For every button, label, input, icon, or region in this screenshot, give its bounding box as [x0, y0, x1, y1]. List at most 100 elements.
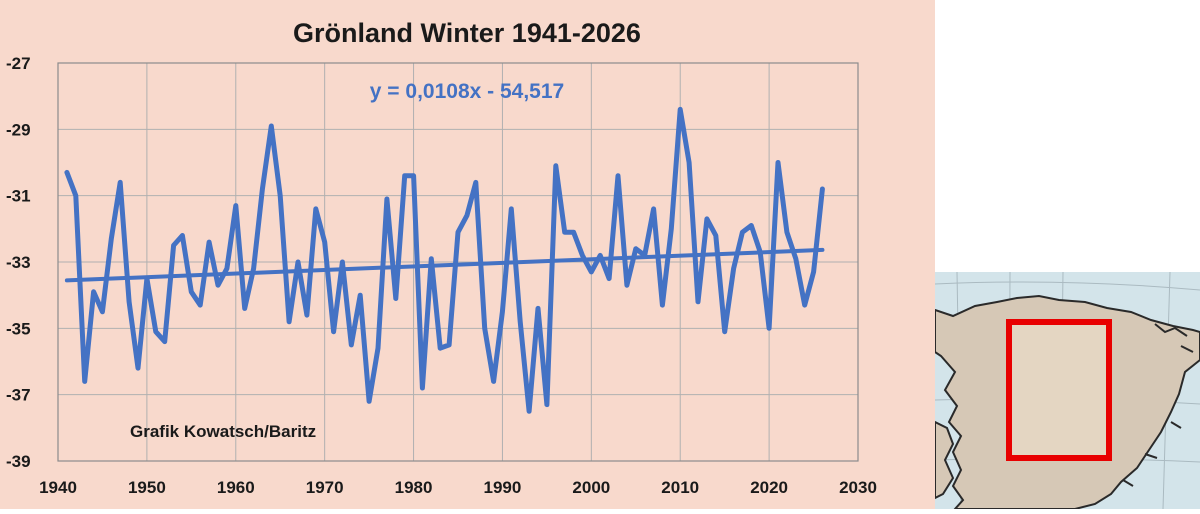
- data-point: [429, 256, 434, 261]
- data-point: [287, 319, 292, 324]
- data-point: [500, 309, 505, 314]
- data-point: [571, 230, 576, 235]
- x-tick-label: 2000: [572, 478, 610, 497]
- data-point: [278, 193, 283, 198]
- data-point: [242, 306, 247, 311]
- data-point: [64, 170, 69, 175]
- data-point: [536, 306, 541, 311]
- plot-frame: [57, 62, 859, 462]
- data-point: [127, 299, 132, 304]
- data-point: [607, 276, 612, 281]
- data-point: [758, 250, 763, 255]
- data-point: [722, 329, 727, 334]
- y-tick-label: -33: [6, 253, 31, 272]
- data-point: [393, 296, 398, 301]
- x-tick-label: 1940: [39, 478, 77, 497]
- data-point: [669, 226, 674, 231]
- data-point: [767, 326, 772, 331]
- data-point: [296, 260, 301, 265]
- map-graphic: [934, 271, 1200, 510]
- series-layer: [64, 106, 825, 414]
- data-point: [411, 173, 416, 178]
- data-point: [580, 253, 585, 258]
- data-point: [171, 243, 176, 248]
- data-point: [82, 379, 87, 384]
- y-tick-label: -37: [6, 386, 31, 405]
- data-point: [776, 160, 781, 165]
- data-point: [802, 303, 807, 308]
- data-point: [704, 216, 709, 221]
- data-point: [589, 269, 594, 274]
- y-tick-label: -29: [6, 120, 31, 139]
- line-chart: Grönland Winter 1941-2026 1940 1950 1960 19…: [0, 0, 935, 509]
- data-point: [322, 240, 327, 245]
- x-tick-label: 1980: [395, 478, 433, 497]
- chart-title: Grönland Winter 1941-2026: [293, 18, 641, 48]
- y-tick-label: -31: [6, 187, 31, 206]
- data-point: [73, 193, 78, 198]
- data-point: [687, 160, 692, 165]
- data-point: [162, 339, 167, 344]
- data-point: [304, 313, 309, 318]
- x-tick-label: 1950: [128, 478, 166, 497]
- data-point: [456, 230, 461, 235]
- data-point: [384, 196, 389, 201]
- data-point: [420, 386, 425, 391]
- western-land: [934, 420, 955, 500]
- data-point: [793, 256, 798, 261]
- data-point: [624, 283, 629, 288]
- y-tick-label: -39: [6, 452, 31, 471]
- data-point: [207, 240, 212, 245]
- data-point: [447, 342, 452, 347]
- data-point: [224, 266, 229, 271]
- data-point: [633, 246, 638, 251]
- data-point: [473, 180, 478, 185]
- data-point: [713, 233, 718, 238]
- data-point: [180, 233, 185, 238]
- data-point: [616, 173, 621, 178]
- data-point: [527, 409, 532, 414]
- data-point: [376, 346, 381, 351]
- x-tick-label: 1960: [217, 478, 255, 497]
- data-point: [189, 289, 194, 294]
- data-point: [696, 299, 701, 304]
- data-point: [438, 346, 443, 351]
- data-point: [349, 342, 354, 347]
- data-point: [402, 173, 407, 178]
- data-point: [544, 402, 549, 407]
- coast-detail: [1122, 323, 1194, 487]
- y-tick-label: -35: [6, 319, 31, 338]
- data-point: [562, 230, 567, 235]
- data-point: [642, 253, 647, 258]
- data-point: [367, 399, 372, 404]
- chart-area: Grönland Winter 1941-2026 1940 1950 1960 19…: [0, 0, 935, 509]
- data-point: [91, 289, 96, 294]
- data-point: [464, 213, 469, 218]
- data-point: [313, 206, 318, 211]
- axes: 1940 1950 1960 1970 1980 1990 2000 2010 2020 2030…: [6, 54, 877, 497]
- x-tick-label: 2030: [839, 478, 877, 497]
- data-point: [331, 329, 336, 334]
- data-point: [109, 236, 114, 241]
- data-point: [491, 379, 496, 384]
- data-point: [509, 206, 514, 211]
- data-point: [731, 266, 736, 271]
- data-point: [198, 303, 203, 308]
- credit-label: Grafik Kowatsch/Baritz: [130, 422, 316, 441]
- data-point: [269, 124, 274, 129]
- data-point: [598, 253, 603, 258]
- data-point: [749, 223, 754, 228]
- data-point: [136, 366, 141, 371]
- data-point: [553, 163, 558, 168]
- data-point: [260, 187, 265, 192]
- data-point: [358, 293, 363, 298]
- study-area-box: [1006, 319, 1112, 461]
- greenland-map-inset: [934, 271, 1200, 510]
- data-point: [740, 230, 745, 235]
- data-point: [651, 206, 656, 211]
- series-line: [64, 106, 825, 414]
- data-point: [100, 309, 105, 314]
- x-tick-label: 1970: [306, 478, 344, 497]
- data-point: [820, 187, 825, 192]
- data-point: [518, 319, 523, 324]
